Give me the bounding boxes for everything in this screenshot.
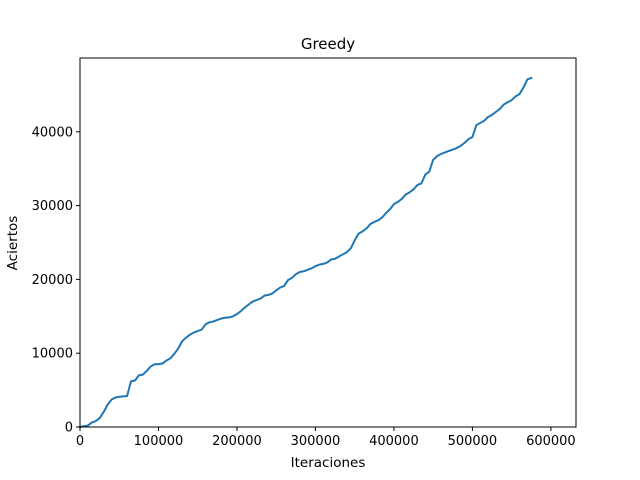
x-tick-label: 200000 (212, 434, 262, 449)
y-tick-label: 10000 (32, 347, 73, 362)
y-axis-label: Aciertos (5, 216, 21, 271)
chart-title: Greedy (301, 35, 355, 53)
x-tick-label: 400000 (369, 434, 419, 449)
y-tick-label: 30000 (32, 199, 73, 214)
y-axis-ticks: 0 10000 20000 30000 40000 (32, 125, 80, 436)
x-tick-label: 0 (76, 434, 84, 449)
y-tick-label: 20000 (32, 273, 73, 288)
x-tick-label: 100000 (134, 434, 184, 449)
plot-area (78, 57, 577, 429)
plot-frame (79, 57, 577, 428)
x-axis-label: Iteraciones (291, 455, 366, 471)
y-tick-label: 40000 (32, 125, 73, 140)
x-axis-ticks: 0 100000 200000 300000 400000 500000 600000 (76, 427, 576, 449)
x-tick-label: 600000 (526, 434, 576, 449)
x-tick-label: 300000 (291, 434, 341, 449)
x-tick-label: 500000 (448, 434, 498, 449)
series-line-0 (78, 76, 533, 429)
y-tick-label: 0 (65, 421, 73, 436)
